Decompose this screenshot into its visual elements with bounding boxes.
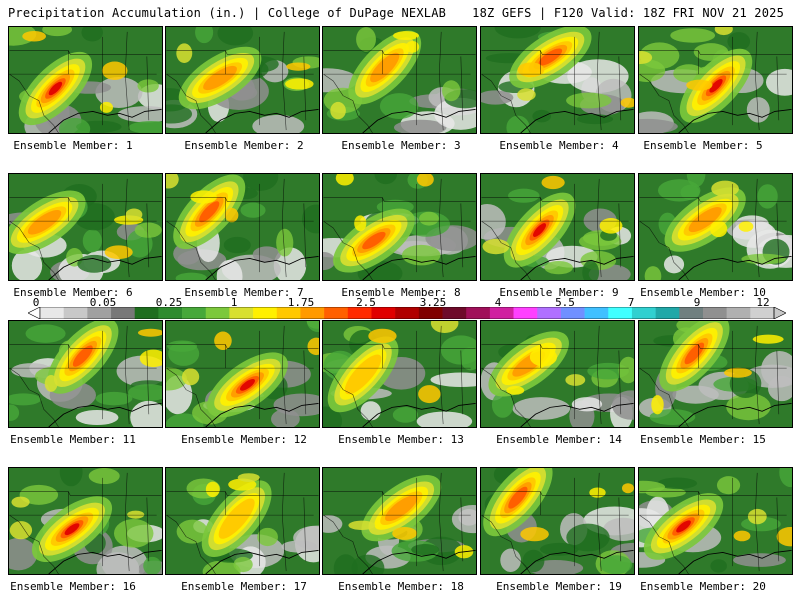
ensemble-member-label: Ensemble Member: 14: [496, 433, 622, 446]
ensemble-member-label: Ensemble Member: 11: [10, 433, 136, 446]
colorbar-swatch: [631, 307, 656, 319]
ensemble-member-label: Ensemble Member: 9: [499, 286, 619, 299]
colorbar-swatch: [253, 307, 278, 319]
ensemble-member-label: Ensemble Member: 6: [13, 286, 133, 299]
colorbar-swatch: [513, 307, 538, 319]
colorbar-swatch: [229, 307, 254, 319]
ensemble-member-label: Ensemble Member: 5: [643, 139, 763, 152]
ensemble-member-label: Ensemble Member: 15: [640, 433, 766, 446]
ensemble-panel: [165, 26, 320, 134]
map-title: Precipitation Accumulation (in.) | Colle…: [8, 6, 447, 20]
colorbar-swatch: [679, 307, 704, 319]
ensemble-panel: [480, 173, 635, 281]
colorbar-tick-label: 5.5: [555, 296, 575, 309]
colorbar-swatch: [324, 307, 349, 319]
ensemble-panel: [322, 26, 477, 134]
colorbar-swatch: [726, 307, 751, 319]
colorbar-swatch: [182, 307, 207, 319]
ensemble-member-label: Ensemble Member: 18: [338, 580, 464, 593]
colorbar-swatch: [489, 307, 514, 319]
colorbar-swatch: [63, 307, 88, 319]
ensemble-panel: [322, 320, 477, 428]
colorbar-tick-label: 0.25: [155, 296, 183, 309]
colorbar-tick-label: 4: [494, 296, 502, 309]
colorbar-swatch: [750, 307, 775, 319]
colorbar-swatch: [584, 307, 609, 319]
colorbar-swatch: [87, 307, 112, 319]
ensemble-member-label: Ensemble Member: 4: [499, 139, 619, 152]
colorbar-tick-label: 1: [230, 296, 238, 309]
colorbar-swatch: [134, 307, 159, 319]
colorbar-tick-label: 3.25: [419, 296, 447, 309]
colorbar-swatch: [300, 307, 325, 319]
ensemble-panel: [165, 320, 320, 428]
run-valid-time: 18Z GEFS | F120 Valid: 18Z FRI NOV 21 20…: [472, 6, 784, 20]
precip-colorbar: [28, 307, 786, 319]
ensemble-panel: [165, 467, 320, 575]
ensemble-member-label: Ensemble Member: 16: [10, 580, 136, 593]
ensemble-panel: [638, 467, 793, 575]
colorbar-tick-label: 9: [693, 296, 701, 309]
colorbar-swatch: [40, 307, 64, 319]
ensemble-member-label: Ensemble Member: 7: [184, 286, 304, 299]
ensemble-member-label: Ensemble Member: 10: [640, 286, 766, 299]
ensemble-member-label: Ensemble Member: 20: [640, 580, 766, 593]
ensemble-panel: [8, 173, 163, 281]
ensemble-member-label: Ensemble Member: 13: [338, 433, 464, 446]
colorbar-swatch: [537, 307, 562, 319]
colorbar-swatch: [205, 307, 230, 319]
colorbar-swatch: [702, 307, 727, 319]
ensemble-panel: [322, 173, 477, 281]
ensemble-member-label: Ensemble Member: 8: [341, 286, 461, 299]
ensemble-panel: [322, 467, 477, 575]
colorbar-tick-label: 1.75: [287, 296, 315, 309]
ensemble-panel: [8, 467, 163, 575]
colorbar-tick-label: 0.05: [89, 296, 117, 309]
ensemble-panel: [480, 26, 635, 134]
ensemble-member-label: Ensemble Member: 19: [496, 580, 622, 593]
colorbar-swatch: [418, 307, 443, 319]
colorbar-swatch: [442, 307, 467, 319]
colorbar-swatch: [158, 307, 183, 319]
ensemble-panel: [165, 173, 320, 281]
colorbar-swatch: [111, 307, 136, 319]
ensemble-panel: [638, 173, 793, 281]
colorbar-swatch: [347, 307, 372, 319]
colorbar-swatch: [560, 307, 585, 319]
colorbar-swatch: [608, 307, 633, 319]
ensemble-member-label: Ensemble Member: 12: [181, 433, 307, 446]
ensemble-panel: [638, 320, 793, 428]
ensemble-panel: [8, 26, 163, 134]
ensemble-panel: [8, 320, 163, 428]
ensemble-member-label: Ensemble Member: 17: [181, 580, 307, 593]
ensemble-member-label: Ensemble Member: 1: [13, 139, 133, 152]
colorbar-tick-label: 2.5: [356, 296, 376, 309]
colorbar-tick-label: 0: [32, 296, 40, 309]
colorbar-swatch: [395, 307, 420, 319]
ensemble-member-label: Ensemble Member: 2: [184, 139, 304, 152]
colorbar-swatch: [371, 307, 396, 319]
ensemble-member-label: Ensemble Member: 3: [341, 139, 461, 152]
ensemble-panel: [480, 467, 635, 575]
ensemble-panel: [480, 320, 635, 428]
colorbar-tick-label: 12: [756, 296, 770, 309]
colorbar-swatch: [466, 307, 491, 319]
colorbar-tick-label: 7: [627, 296, 635, 309]
colorbar-swatch: [655, 307, 680, 319]
ensemble-panel: [638, 26, 793, 134]
colorbar-swatch: [276, 307, 301, 319]
